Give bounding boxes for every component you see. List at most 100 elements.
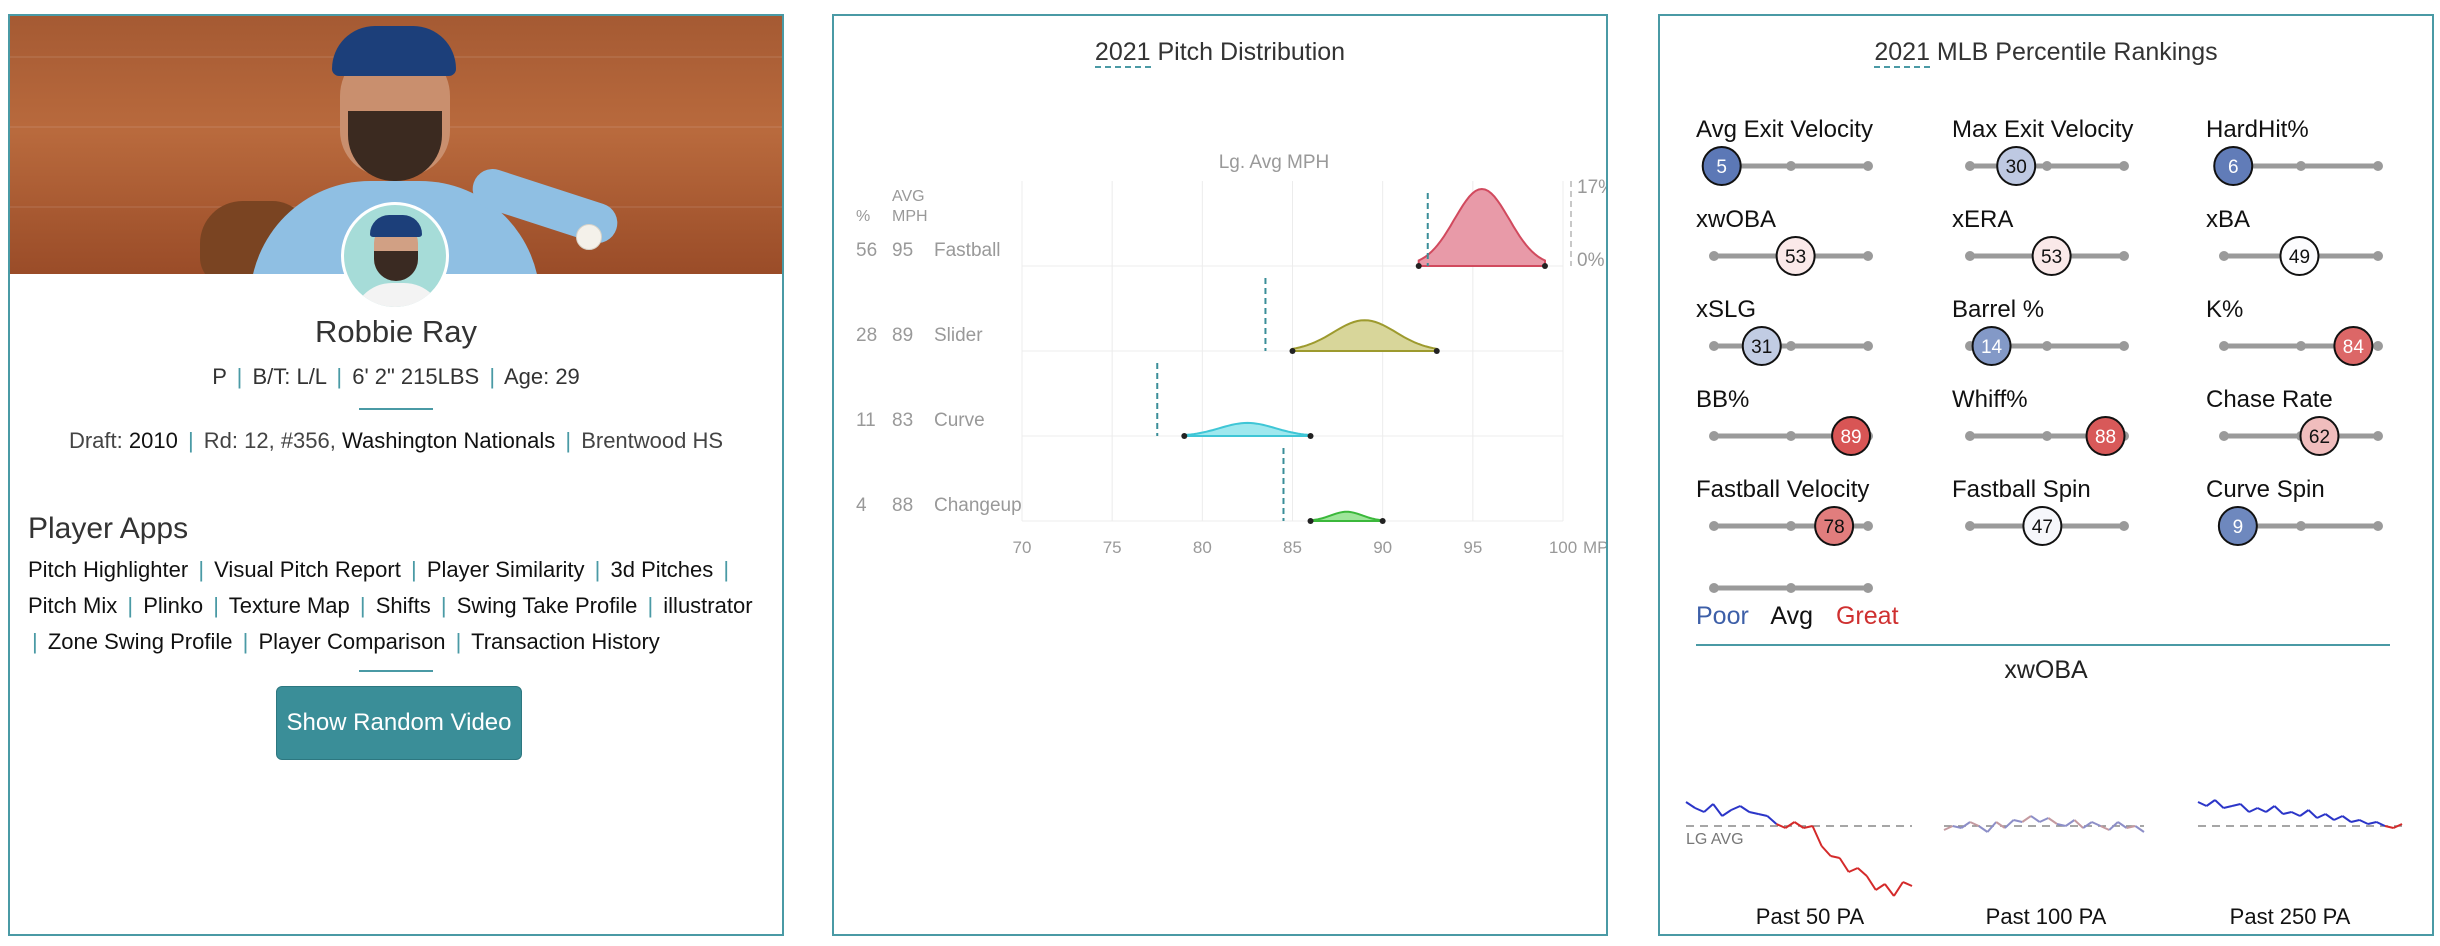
slider-tick	[1863, 521, 1873, 531]
density-changeup	[1309, 510, 1384, 522]
legend-great: Great	[1835, 602, 1899, 630]
slider-tick	[1709, 251, 1719, 261]
xwoba-rolling-line-segment	[2073, 819, 2084, 829]
pitch-pct: 11	[856, 410, 876, 431]
xwoba-rolling-line-segment	[1793, 821, 1805, 829]
xwoba-rolling-line-segment	[1969, 821, 1980, 827]
density-fastball	[1417, 187, 1547, 267]
xwoba-rolling-line-segment	[2108, 821, 2119, 831]
percentile-marker	[2333, 326, 2374, 366]
pitch-avg-mph: 88	[892, 495, 913, 516]
percentile-value: 30	[2006, 157, 2027, 178]
xwoba-rolling-line-segment	[2223, 805, 2233, 809]
legend-slider-tick	[1709, 583, 1719, 593]
slider-tick	[1965, 431, 1975, 441]
xwoba-rolling-line-segment	[2376, 821, 2386, 827]
percentile-year[interactable]: 2021	[1874, 38, 1930, 68]
legend-avg: Avg	[1770, 602, 1814, 630]
slider-tick	[1863, 341, 1873, 351]
player-size: 6' 2" 215LBS	[352, 364, 480, 389]
xwoba-rolling-line-segment	[2065, 819, 2076, 827]
percentile-marker	[2213, 146, 2254, 186]
slider-tick	[2373, 161, 2383, 171]
app-link-player-comparison[interactable]: Player Comparison	[258, 629, 446, 654]
xwoba-rolling-line-segment	[1803, 825, 1813, 829]
app-link-swing-take-profile[interactable]: Swing Take Profile	[456, 593, 638, 618]
slider-tick	[1965, 521, 1975, 531]
xwoba-rolling-line-segment	[2316, 813, 2326, 819]
percentile-value: 89	[1840, 427, 1861, 448]
xwoba-rolling-line-segment	[1995, 821, 2006, 829]
xwoba-rolling-line-segment	[2126, 825, 2136, 829]
pitch-name: Slider	[934, 325, 983, 346]
percentile-value: 78	[1824, 517, 1845, 538]
chart-title: 2021 Pitch Distribution	[1094, 38, 1346, 68]
lg-avg-label: Lg. Avg MPH	[1219, 152, 1330, 173]
xwoba-rolling-line-segment	[2231, 803, 2241, 807]
percentile-legend: Poor Avg Great	[1696, 602, 1915, 631]
pitch-avg-mph: 89	[892, 325, 913, 346]
xwoba-rolling-line-segment	[2359, 819, 2369, 825]
player-position: P	[212, 364, 227, 389]
density-endpoint	[1181, 433, 1188, 439]
percentile-value: 31	[1751, 337, 1772, 358]
app-link-shifts[interactable]: Shifts	[375, 593, 431, 618]
player-bio: P | B/T: L/L | 6' 2" 215LBS | Age: 29	[212, 364, 580, 389]
density-endpoint	[1379, 518, 1386, 524]
slider-tick	[2296, 521, 2306, 531]
metric-label-xslg: xSLG	[1696, 296, 1757, 323]
density-endpoint	[1541, 263, 1548, 269]
app-link-visual-pitch-report[interactable]: Visual Pitch Report	[214, 557, 401, 582]
xwoba-rolling-line-segment	[1784, 821, 1796, 829]
legend-slider-tick	[1863, 583, 1873, 593]
app-link-3d-pitches[interactable]: 3d Pitches	[610, 557, 714, 582]
xwoba-rolling-line-segment	[2273, 805, 2284, 815]
xwoba-rolling-line-segment	[2100, 825, 2110, 831]
xwoba-rolling-line-segment	[1712, 803, 1723, 817]
xwoba-rolling-line-segment	[2056, 823, 2066, 827]
percentile-value: 53	[2041, 247, 2062, 268]
pitch-name: Changeup	[934, 495, 1022, 516]
xwoba-rolling-line-segment	[2393, 823, 2403, 829]
density-slider	[1291, 319, 1438, 352]
app-link-pitch-mix[interactable]: Pitch Mix	[28, 593, 118, 618]
app-link-texture-map[interactable]: Texture Map	[228, 593, 350, 618]
xwoba-rolling-line-segment	[1952, 825, 1962, 829]
legend-poor: Poor	[1696, 602, 1749, 630]
xwoba-rolling-line-segment	[1857, 867, 1868, 877]
pitch-pct: 56	[856, 240, 877, 261]
xwoba-rolling-line-segment	[2039, 817, 2049, 823]
metric-label-bb-: BB%	[1696, 386, 1750, 413]
past-50-pa-label: Past 50 PA	[1755, 904, 1865, 929]
metric-label-chase-rate: Chase Rate	[2206, 386, 2333, 413]
xwoba-rolling-line-segment	[2021, 815, 2032, 823]
xwoba-rolling-line-segment	[1960, 821, 1971, 829]
xwoba-rolling-line-segment	[2307, 809, 2318, 819]
chart-year[interactable]: 2021	[1094, 38, 1151, 68]
app-link-illustrator[interactable]: illustrator	[663, 593, 753, 618]
show-random-video-button[interactable]: Show Random Video	[276, 686, 522, 760]
metric-label-xera: xERA	[1952, 206, 2014, 233]
density-endpoint	[1433, 348, 1440, 354]
xwoba-rolling-line-segment	[1811, 825, 1823, 847]
xwoba-rolling-line-segment	[2239, 803, 2250, 813]
player-bats-throws: B/T: L/L	[252, 364, 327, 389]
pitch-distribution-card: 2021 Pitch Distribution 70 75 80 85 90 95 100 M…	[832, 14, 1608, 936]
app-link-pitch-highlighter[interactable]: Pitch Highlighter	[28, 557, 189, 582]
app-link-transaction-history[interactable]: Transaction History	[471, 629, 660, 654]
x-tick-label: 100	[1549, 538, 1577, 557]
percentile-marker	[1775, 236, 1816, 276]
player-name: Robbie Ray	[315, 314, 477, 349]
col-header-mph: MPH	[892, 208, 928, 225]
app-link-player-similarity[interactable]: Player Similarity	[426, 557, 585, 582]
app-link-zone-swing-profile[interactable]: Zone Swing Profile	[47, 629, 233, 654]
divider	[359, 670, 433, 672]
metric-label-avg-exit-velocity: Avg Exit Velocity	[1696, 116, 1873, 143]
xwoba-rolling-line-segment	[1838, 857, 1850, 873]
app-link-plinko[interactable]: Plinko	[143, 593, 204, 618]
slider-tick	[2373, 251, 2383, 261]
xwoba-rolling-line-segment	[2384, 825, 2394, 829]
x-tick-label: 95	[1463, 538, 1482, 557]
x-tick-label: 70	[1013, 538, 1032, 557]
xwoba-rolling-line-segment	[2341, 815, 2352, 823]
